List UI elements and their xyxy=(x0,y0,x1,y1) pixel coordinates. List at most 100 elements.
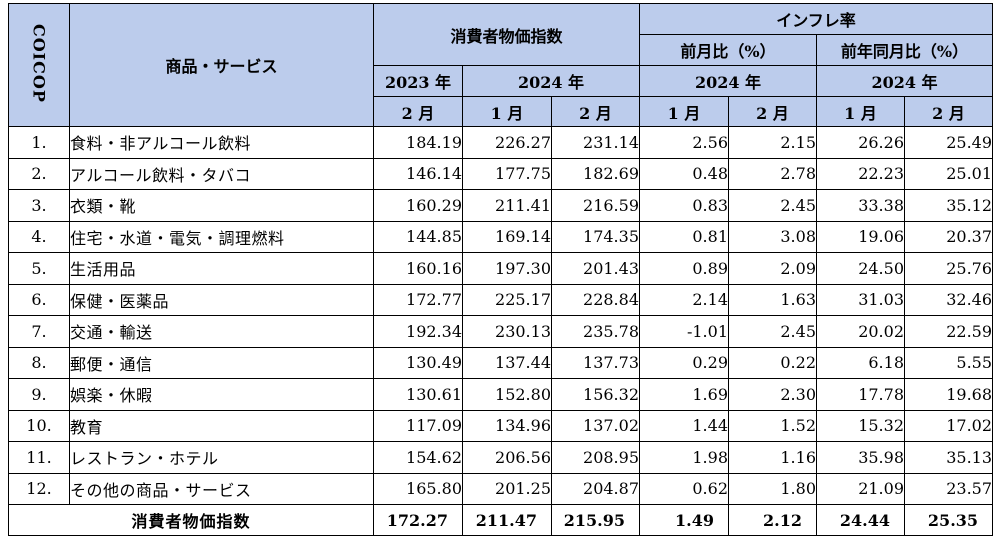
yoy-value: 20.02 xyxy=(816,315,905,348)
inflation-group-header: インフレ率 xyxy=(638,3,994,35)
item-name: 生活用品 xyxy=(69,252,374,285)
cpi-value: 154.62 xyxy=(373,441,463,474)
table-row: 3. 衣類・靴 160.29 211.41 216.59 0.83 2.45 3… xyxy=(8,189,994,222)
cpi-value: 204.87 xyxy=(551,472,640,505)
cpi-value: 206.56 xyxy=(462,441,552,474)
mom-value: 0.89 xyxy=(639,252,729,285)
yoy-header: 前年同月比（%） xyxy=(815,34,994,66)
coicop-code: 2. xyxy=(8,157,70,190)
yoy-value: 19.06 xyxy=(816,220,905,253)
table-row: 11. レストラン・ホテル 154.62 206.56 208.95 1.98 … xyxy=(8,441,994,474)
mom-value: 2.15 xyxy=(728,126,817,159)
cpi-value: 177.75 xyxy=(462,157,552,190)
cpi-value: 160.16 xyxy=(373,252,463,285)
yoy-value: 33.38 xyxy=(816,189,905,222)
total-cpi-value: 172.27 xyxy=(373,504,463,536)
mom-value: 1.16 xyxy=(728,441,817,474)
mom-value: 1.98 xyxy=(639,441,729,474)
coicop-code: 11. xyxy=(8,441,70,474)
table-row: 12. その他の商品・サービス 165.80 201.25 204.87 0.6… xyxy=(8,472,994,505)
cpi-value: 208.95 xyxy=(551,441,640,474)
mom-value: -1.01 xyxy=(639,315,729,348)
mom-value: 2.09 xyxy=(728,252,817,285)
item-name: アルコール飲料・タバコ xyxy=(69,157,374,190)
mom-value: 1.63 xyxy=(728,283,817,316)
table-row: 9. 娯楽・休暇 130.61 152.80 156.32 1.69 2.30 … xyxy=(8,378,994,411)
total-row: 消費者物価指数 172.27 211.47 215.95 1.49 2.12 2… xyxy=(8,504,994,536)
cpi-value: 137.73 xyxy=(551,346,640,379)
yoy-value: 31.03 xyxy=(816,283,905,316)
month-header: 2 月 xyxy=(728,96,817,127)
mom-value: 0.48 xyxy=(639,157,729,190)
table-row: 6. 保健・医薬品 172.77 225.17 228.84 2.14 1.63… xyxy=(8,283,994,316)
coicop-code: 7. xyxy=(8,315,70,348)
cpi-group-header: 消費者物価指数 xyxy=(373,3,640,66)
cpi-value: 146.14 xyxy=(373,157,463,190)
item-name: 娯楽・休暇 xyxy=(69,378,374,411)
cpi-value: 184.19 xyxy=(373,126,463,159)
mom-value: 0.83 xyxy=(639,189,729,222)
mom-header: 前月比（%） xyxy=(639,34,817,66)
coicop-header-label: COICOP xyxy=(29,23,49,103)
mom-value: 2.78 xyxy=(728,157,817,190)
table-body: 1. 食料・非アルコール飲料 184.19 226.27 231.14 2.56… xyxy=(8,126,994,536)
cpi-value: 201.43 xyxy=(551,252,640,285)
mom-value: 1.80 xyxy=(728,472,817,505)
total-yoy-value: 24.44 xyxy=(816,504,905,536)
cpi-value: 165.80 xyxy=(373,472,463,505)
item-name: 保健・医薬品 xyxy=(69,283,374,316)
cpi-value: 230.13 xyxy=(462,315,552,348)
item-header: 商品・サービス xyxy=(69,3,374,127)
yoy-value: 21.09 xyxy=(816,472,905,505)
mom-value: 2.45 xyxy=(728,189,817,222)
cpi-value: 144.85 xyxy=(373,220,463,253)
total-cpi-value: 211.47 xyxy=(462,504,552,536)
cpi-value: 130.49 xyxy=(373,346,463,379)
yoy-value: 15.32 xyxy=(816,409,905,442)
table-header: COICOP 商品・サービス 消費者物価指数 インフレ率 前月比（%） 前年同月… xyxy=(8,3,994,127)
table-row: 4. 住宅・水道・電気・調理燃料 144.85 169.14 174.35 0.… xyxy=(8,220,994,253)
mom-value: 1.69 xyxy=(639,378,729,411)
yoy-value: 35.98 xyxy=(816,441,905,474)
cpi-table: COICOP 商品・サービス 消費者物価指数 インフレ率 前月比（%） 前年同月… xyxy=(8,3,994,536)
month-header: 1 月 xyxy=(462,96,552,127)
month-header: 1 月 xyxy=(816,96,905,127)
cpi-value: 152.80 xyxy=(462,378,552,411)
cpi-value: 235.78 xyxy=(551,315,640,348)
coicop-code: 6. xyxy=(8,283,70,316)
cpi-value: 160.29 xyxy=(373,189,463,222)
yoy-value: 32.46 xyxy=(903,283,994,316)
item-name: 交通・輸送 xyxy=(69,315,374,348)
cpi-value: 226.27 xyxy=(462,126,552,159)
yoy-value: 25.76 xyxy=(903,252,994,285)
mom-value: 0.29 xyxy=(639,346,729,379)
coicop-header: COICOP xyxy=(8,3,70,127)
yoy-value: 17.02 xyxy=(903,409,994,442)
yoy-value: 25.49 xyxy=(903,126,994,159)
cpi-value: 169.14 xyxy=(462,220,552,253)
total-label: 消費者物価指数 xyxy=(8,504,374,536)
yoy-value: 5.55 xyxy=(903,346,994,379)
table-row: 10. 教育 117.09 134.96 137.02 1.44 1.52 15… xyxy=(8,409,994,442)
mom-value: 0.62 xyxy=(639,472,729,505)
mom-value: 1.44 xyxy=(639,409,729,442)
year-header-2024-mom: 2024 年 xyxy=(639,65,817,97)
total-yoy-value: 25.35 xyxy=(903,504,994,536)
cpi-value: 172.77 xyxy=(373,283,463,316)
item-name: 住宅・水道・電気・調理燃料 xyxy=(69,220,374,253)
cpi-value: 211.41 xyxy=(462,189,552,222)
cpi-value: 225.17 xyxy=(462,283,552,316)
yoy-value: 22.59 xyxy=(903,315,994,348)
year-header-2023: 2023 年 xyxy=(373,65,463,97)
coicop-code: 4. xyxy=(8,220,70,253)
total-mom-value: 2.12 xyxy=(728,504,817,536)
cpi-value: 174.35 xyxy=(551,220,640,253)
yoy-value: 23.57 xyxy=(903,472,994,505)
cpi-value: 216.59 xyxy=(551,189,640,222)
mom-value: 2.14 xyxy=(639,283,729,316)
table-row: 8. 郵便・通信 130.49 137.44 137.73 0.29 0.22 … xyxy=(8,346,994,379)
total-mom-value: 1.49 xyxy=(639,504,729,536)
yoy-value: 35.12 xyxy=(903,189,994,222)
item-name: 教育 xyxy=(69,409,374,442)
coicop-code: 1. xyxy=(8,126,70,159)
